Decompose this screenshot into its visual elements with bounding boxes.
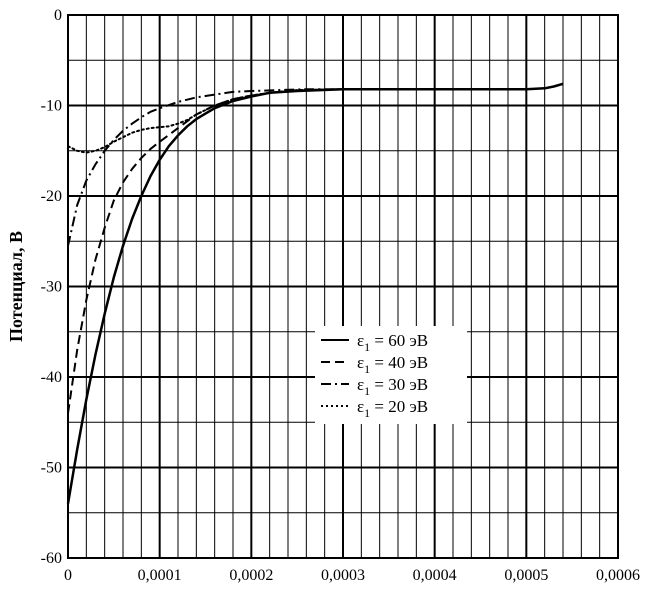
y-tick-label: 0 bbox=[54, 7, 62, 24]
series-line-4 bbox=[67, 88, 344, 154]
legend-label: ε1 = 60 эВ bbox=[357, 331, 428, 354]
y-axis-title: Потенциал, В bbox=[6, 231, 26, 342]
x-tick-label: 0,0001 bbox=[138, 567, 182, 584]
legend-background bbox=[315, 326, 467, 424]
y-tick-label: -30 bbox=[41, 279, 62, 296]
y-tick-label: -60 bbox=[41, 550, 62, 567]
x-tick-label: 0,0003 bbox=[321, 567, 365, 584]
series-line-1 bbox=[66, 82, 564, 504]
y-tick-label: -20 bbox=[41, 188, 62, 205]
series-lines bbox=[66, 82, 564, 504]
x-tick-label: 0,0002 bbox=[229, 567, 273, 584]
legend-label: ε1 = 40 эВ bbox=[357, 353, 428, 376]
x-tick-label: 0,0005 bbox=[504, 567, 548, 584]
y-tick-label: -40 bbox=[41, 369, 62, 386]
x-tick-label: 0,0004 bbox=[413, 567, 457, 584]
legend-label: ε1 = 30 эВ bbox=[357, 375, 428, 398]
y-tick-label: -10 bbox=[41, 98, 62, 115]
legend-label: ε1 = 20 эВ bbox=[357, 397, 428, 420]
series-line-3 bbox=[67, 88, 343, 247]
x-tick-label: 0,0006 bbox=[596, 567, 640, 584]
y-tick-label: -50 bbox=[41, 460, 62, 477]
tick-labels: 0 0,0001 0,0002 0,0003 0,0004 0,0005 0,0006 0 -1… bbox=[41, 7, 640, 584]
plot-frame bbox=[67, 14, 619, 559]
x-tick-label: 0 bbox=[64, 567, 72, 584]
